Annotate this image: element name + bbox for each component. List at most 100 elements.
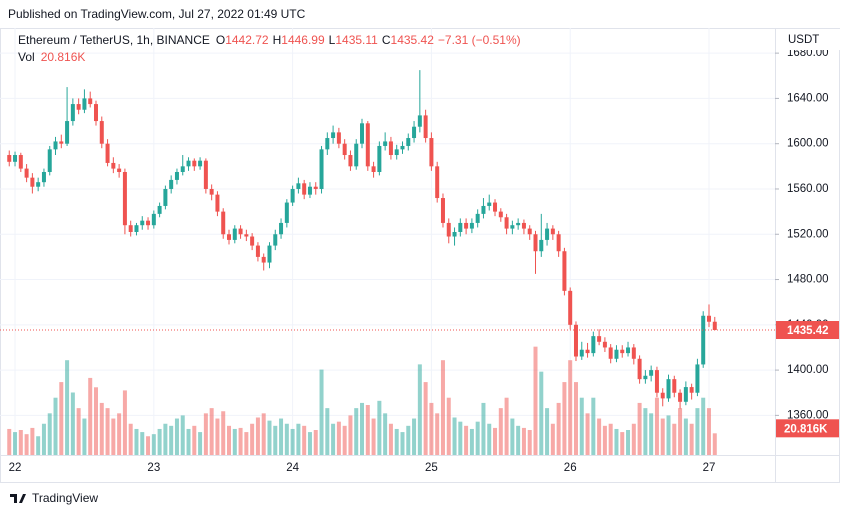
- volume-bar: [400, 432, 405, 455]
- volume-bar: [521, 427, 526, 455]
- volume-bar: [13, 432, 18, 455]
- candle-body: [250, 236, 255, 246]
- published-note: Published on TradingView.com, Jul 27, 20…: [8, 7, 306, 21]
- candle-body: [591, 336, 596, 354]
- x-tick-label: 23: [147, 462, 160, 474]
- candle-body: [701, 315, 706, 365]
- candle-body: [221, 211, 226, 235]
- volume-bar: [510, 418, 515, 455]
- legend-line: Ethereum / TetherUS, 1h, BINANCE O1442.72…: [18, 33, 521, 47]
- candle-body: [504, 217, 509, 229]
- change: −7.31 (−0.51%): [438, 33, 521, 47]
- volume-bar: [533, 346, 538, 455]
- volume-bar: [151, 434, 156, 455]
- volume-bar: [319, 369, 324, 455]
- volume-bar: [250, 423, 255, 455]
- candle-body: [36, 182, 41, 187]
- volume-bar: [111, 418, 116, 455]
- ohlc-letter: O: [216, 33, 225, 47]
- candle-body: [556, 234, 561, 252]
- volume-bar: [360, 402, 365, 455]
- volume-bar: [313, 430, 318, 455]
- candle-body: [76, 104, 81, 110]
- candle-body: [140, 220, 145, 226]
- volume-bar: [180, 415, 185, 455]
- candle-body: [255, 245, 260, 257]
- volume-bar: [232, 428, 237, 455]
- candle-body: [336, 132, 341, 144]
- candle-body: [331, 132, 336, 139]
- candle-body: [117, 168, 122, 172]
- candle-body: [683, 387, 688, 402]
- volume-bar: [562, 382, 567, 455]
- volume-bar: [493, 427, 498, 455]
- volume-bar: [556, 402, 561, 455]
- candle-body: [371, 166, 376, 172]
- candle-body: [82, 98, 87, 110]
- volume-bar: [383, 413, 388, 455]
- volume-bar: [105, 408, 110, 455]
- candle-body: [383, 141, 388, 146]
- candle-body: [209, 188, 214, 195]
- volume-bar: [637, 402, 642, 455]
- candle-body: [296, 183, 301, 189]
- candle-body: [429, 138, 434, 167]
- candle-body: [400, 145, 405, 150]
- volume-bar: [689, 423, 694, 455]
- frame: [0, 28, 840, 483]
- candle-body: [186, 160, 191, 167]
- volume-bar: [498, 408, 503, 455]
- volume-bar: [70, 392, 75, 455]
- candle-body: [626, 347, 631, 354]
- candle-body: [273, 234, 278, 246]
- last-price-label: 1435.42: [787, 325, 829, 337]
- candle-body: [573, 324, 578, 357]
- volume-bar: [134, 428, 139, 455]
- candle-body: [602, 341, 607, 348]
- volume-bar: [302, 425, 307, 455]
- volume-bar: [695, 408, 700, 455]
- volume-bar: [238, 427, 243, 455]
- candle-body: [18, 155, 23, 169]
- candle-body: [93, 104, 98, 122]
- volume-bar: [458, 421, 463, 455]
- volume-tag-label: 20.816K: [784, 423, 828, 435]
- candle-body: [180, 166, 185, 172]
- volume-bar: [76, 408, 81, 455]
- candle-body: [689, 387, 694, 393]
- volume-bar: [53, 397, 58, 455]
- volume-bar: [36, 436, 41, 455]
- candle-body: [660, 392, 665, 399]
- ohlc-value: 1442.72: [225, 33, 269, 47]
- volume-bar: [631, 423, 636, 455]
- y-tick-label: 1480.00: [787, 274, 829, 286]
- candle-body: [562, 251, 567, 291]
- volume-bar: [591, 397, 596, 455]
- volume-bar: [579, 397, 584, 455]
- volume-bar: [221, 411, 226, 455]
- volume-bar: [487, 423, 492, 455]
- header-bg: [0, 0, 851, 28]
- volume-bar: [209, 408, 214, 455]
- candle-body: [146, 220, 151, 226]
- volume-bar: [649, 413, 654, 455]
- candle-body: [157, 205, 162, 214]
- volume-bar: [261, 413, 266, 455]
- candle-body: [458, 222, 463, 232]
- candle-body: [30, 177, 35, 187]
- volume-bar: [198, 432, 203, 455]
- candle-body: [568, 290, 573, 325]
- volume-bar: [435, 413, 440, 455]
- volume-bar: [660, 418, 665, 455]
- candle-body: [510, 225, 515, 229]
- volume-bar: [273, 425, 278, 455]
- volume-bar: [643, 408, 648, 455]
- x-tick-label: 25: [425, 462, 438, 474]
- candle-body: [348, 155, 353, 167]
- volume-bar: [475, 421, 480, 455]
- candle-body: [354, 143, 359, 167]
- candle-body: [47, 149, 52, 172]
- ohlc-value: 1435.42: [391, 33, 435, 47]
- volume-bar: [88, 377, 93, 455]
- x-tick-label: 24: [286, 462, 299, 474]
